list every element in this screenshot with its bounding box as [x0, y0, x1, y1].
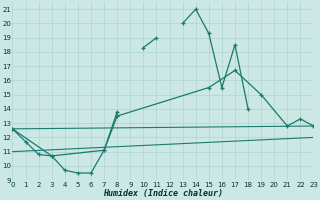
X-axis label: Humidex (Indice chaleur): Humidex (Indice chaleur) — [103, 189, 223, 198]
